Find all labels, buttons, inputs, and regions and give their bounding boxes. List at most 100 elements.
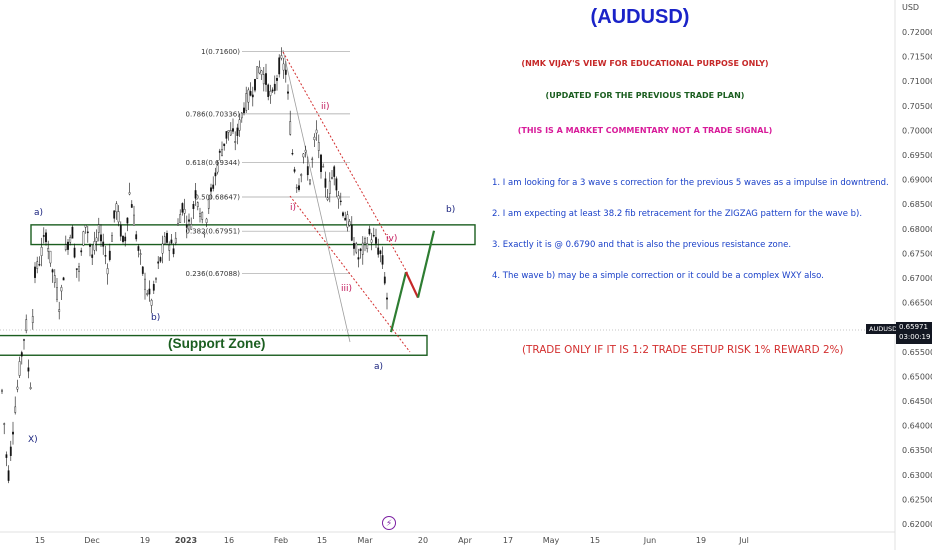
price-tick-label: 0.70500 [902, 102, 932, 111]
candle-body [315, 129, 318, 134]
candle-body [291, 153, 294, 155]
candle-body [350, 224, 353, 241]
candle-body [282, 63, 285, 71]
candle-body [339, 200, 342, 202]
candle-body [366, 243, 369, 249]
time-tick-label: 17 [503, 536, 513, 545]
wave-label-blue: a) [374, 362, 383, 372]
candle-body [223, 143, 226, 147]
price-tick-label: 0.67000 [902, 274, 932, 283]
candle-body [64, 244, 67, 251]
fib-level-label: 0.382(0.67951) [186, 228, 241, 236]
candle-body [93, 241, 96, 251]
candle-body [324, 178, 327, 188]
candle-body [126, 217, 129, 224]
price-tick-label: 0.70000 [902, 126, 932, 135]
candle-body [27, 367, 30, 372]
candle-body [368, 228, 371, 235]
fib-trend-line [282, 49, 351, 343]
candle-body [157, 261, 160, 264]
trade-condition-note: (TRADE ONLY IF IT IS 1:2 TRADE SETUP RIS… [522, 344, 844, 356]
wave-projection [389, 230, 436, 333]
lightning-icon[interactable]: ⚡ [382, 516, 396, 530]
candle-body [256, 66, 259, 79]
candle-body [60, 287, 63, 292]
candle-body [108, 250, 111, 260]
candle-body [304, 149, 307, 153]
candle-body [42, 235, 45, 237]
time-tick-label: Mar [357, 536, 373, 545]
projection-leg-down [405, 271, 419, 299]
candle-body [97, 224, 100, 233]
candle-body [71, 226, 74, 239]
candle-body [249, 91, 252, 96]
candle-body [210, 187, 212, 192]
candle-body [214, 172, 217, 177]
candle-body [75, 268, 78, 270]
candle-body [302, 153, 305, 158]
time-tick-label: 15 [35, 536, 45, 545]
wave-label-red: iv) [386, 234, 397, 244]
candle-body [122, 235, 124, 242]
candle-body [361, 242, 364, 255]
price-tick-label: 0.69500 [902, 151, 932, 160]
candle-body [328, 180, 331, 194]
candle-body [284, 69, 287, 75]
support-zone-label: (Support Zone) [168, 336, 266, 351]
candle-body [229, 130, 232, 136]
candle-body [40, 246, 43, 256]
candle-body [331, 177, 333, 179]
candle-body [271, 89, 274, 92]
candle-body [247, 89, 250, 103]
candle-body [7, 470, 10, 481]
candle-body [342, 212, 344, 216]
time-tick-label: Jun [643, 536, 657, 545]
candle-body [280, 55, 283, 59]
candle-body [174, 237, 177, 244]
candle-body [295, 187, 298, 189]
candle-body [276, 78, 278, 81]
candle-body [183, 209, 186, 214]
candle-body [36, 261, 39, 269]
fib-level-label: 0.5(0.68647) [194, 193, 240, 201]
candle-body [168, 244, 171, 251]
candle-body [306, 166, 309, 176]
candle-body [106, 268, 109, 275]
candle-body [357, 257, 360, 260]
time-axis-ticks: 15 Dec 19 2023 16 Feb 15 Mar 20 Apr 17 May 15 Jun 19 Ju… [35, 536, 749, 545]
candle-body [333, 166, 336, 177]
candle-body [199, 213, 201, 217]
candle-body [150, 299, 153, 306]
candle-body [84, 225, 87, 228]
time-tick-label: May [543, 536, 560, 545]
channel-lower-line [289, 195, 411, 353]
candle-body [111, 235, 113, 242]
price-axis-ticks: 0.72000 0.71500 0.71000 0.70500 0.70000 0.695… [902, 28, 932, 529]
candle-body [58, 309, 61, 312]
candle-body [146, 293, 149, 295]
candle-body [115, 203, 118, 213]
candle-body [86, 231, 89, 234]
candle-body [177, 223, 179, 226]
candle-body [364, 238, 366, 244]
candle-body [117, 211, 120, 223]
time-tick-label: Jul [738, 536, 749, 545]
projection-leg-up [416, 230, 436, 298]
candle-body [309, 179, 311, 185]
time-tick-label: Feb [274, 536, 288, 545]
candle-body [144, 278, 146, 290]
candle-body [137, 246, 140, 251]
price-tick-label: 0.62500 [902, 495, 932, 504]
candle-body [20, 352, 23, 357]
zones [0, 224, 476, 356]
wave-label-red: ii) [321, 102, 330, 112]
candle-body [221, 149, 223, 156]
candle-body [381, 255, 384, 265]
candle-body [234, 141, 237, 143]
commentary-text: (THIS IS A MARKET COMMENTARY NOT A TRADE… [517, 126, 773, 135]
candle-body [152, 284, 155, 291]
candle-body [91, 254, 94, 258]
candle-body [216, 165, 219, 173]
candle-body [359, 248, 362, 251]
